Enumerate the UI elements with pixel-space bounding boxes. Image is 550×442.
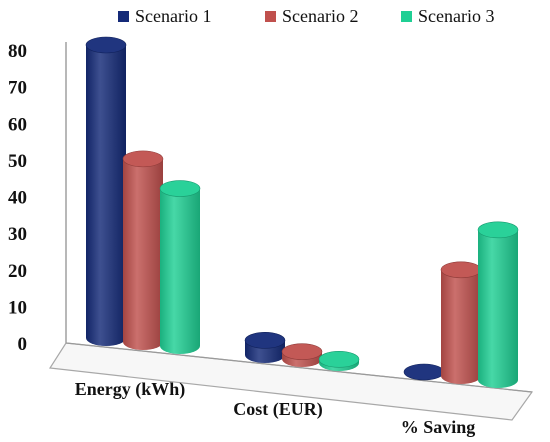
bar <box>244 332 286 363</box>
y-axis-ticks: 0 10 20 30 40 50 60 70 80 <box>8 41 27 355</box>
bar-top <box>122 150 164 168</box>
legend-label: Scenario 3 <box>418 6 494 26</box>
bar <box>281 343 323 367</box>
legend-swatch <box>265 11 276 22</box>
category-label: Cost (EUR) <box>233 399 323 420</box>
legend-label: Scenario 2 <box>282 6 358 26</box>
legend-item: Scenario 1 <box>118 6 211 26</box>
bar <box>477 221 519 388</box>
category-labels: Energy (kWh) Cost (EUR) % Saving <box>75 379 476 437</box>
bar-top <box>318 351 360 368</box>
bar-top <box>159 180 201 197</box>
bar-top <box>440 261 482 279</box>
y-tick-label: 20 <box>8 261 27 282</box>
bar <box>403 363 445 381</box>
bar-top <box>244 332 286 349</box>
bar-body <box>441 269 481 384</box>
bar-body <box>478 229 518 388</box>
bar <box>159 180 201 354</box>
floor-back-edge <box>65 342 533 393</box>
bar-body <box>86 45 126 346</box>
y-tick-label: 0 <box>18 334 28 355</box>
legend-swatch <box>401 11 412 22</box>
y-tick-label: 60 <box>8 114 27 135</box>
y-tick-label: 30 <box>8 224 27 245</box>
bar-top <box>477 221 519 239</box>
bar <box>440 261 482 384</box>
y-tick-label: 50 <box>8 151 27 172</box>
bar-body <box>160 188 200 354</box>
bar <box>122 150 164 350</box>
y-tick-label: 70 <box>8 78 27 99</box>
category-label: Energy (kWh) <box>75 379 186 400</box>
y-tick-label: 10 <box>8 297 27 318</box>
bars <box>85 36 519 388</box>
legend-item: Scenario 3 <box>401 6 494 26</box>
legend: Scenario 1 Scenario 2 Scenario 3 <box>118 6 494 26</box>
legend-swatch <box>118 11 129 22</box>
category-label: % Saving <box>401 417 476 437</box>
axes <box>48 42 534 421</box>
y-tick-label: 40 <box>8 188 27 209</box>
legend-item: Scenario 2 <box>265 6 358 26</box>
legend-label: Scenario 1 <box>135 6 211 26</box>
bar <box>85 36 127 346</box>
bar-body <box>123 158 163 350</box>
y-tick-label: 80 <box>8 41 27 62</box>
bar-top <box>281 343 323 360</box>
bar <box>318 351 360 371</box>
bar-top <box>403 363 445 381</box>
bar-top <box>85 36 127 54</box>
